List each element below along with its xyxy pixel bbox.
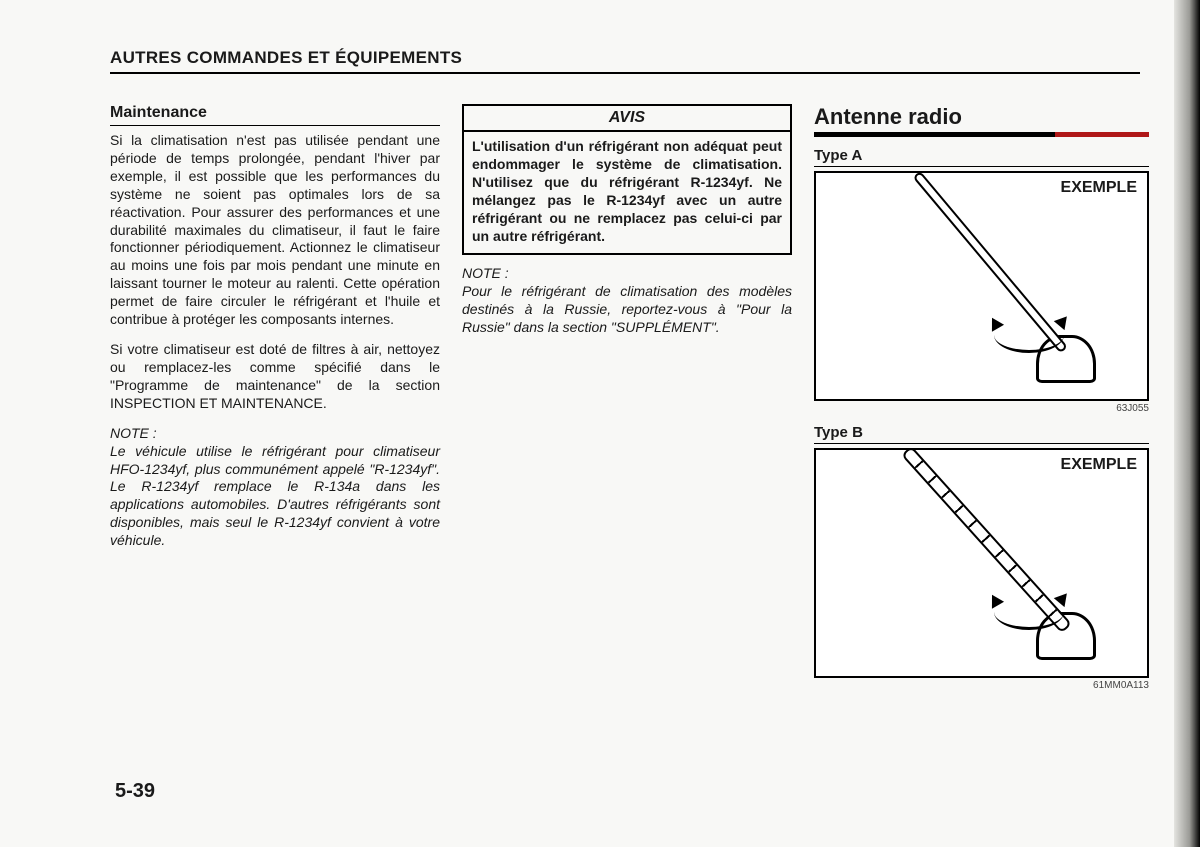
note-label: NOTE : xyxy=(110,425,440,441)
figure-type-b: EXEMPLE xyxy=(814,448,1149,678)
avis-body: L'utilisation d'un réfrigérant non adéqu… xyxy=(464,132,790,253)
antenna-section-title: Antenne radio xyxy=(814,104,1149,130)
page-header: AUTRES COMMANDES ET ÉQUIPEMENTS xyxy=(110,48,1140,74)
avis-title: AVIS xyxy=(464,106,790,132)
type-b-label: Type B xyxy=(814,424,1149,444)
accent-red xyxy=(1055,132,1149,137)
swing-arc-icon xyxy=(994,317,1064,353)
figure-tag-a: EXEMPLE xyxy=(1061,179,1137,197)
avis-box: AVIS L'utilisation d'un réfrigérant non … xyxy=(462,104,792,255)
book-binding-shadow xyxy=(1174,0,1200,847)
maintenance-para-1: Si la climatisation n'est pas utilisée p… xyxy=(110,132,440,329)
manual-page: AUTRES COMMANDES ET ÉQUIPEMENTS Maintena… xyxy=(110,48,1165,701)
accent-line xyxy=(814,132,1149,137)
note-body-russia: Pour le réfrigérant de climatisation des… xyxy=(462,283,792,337)
column-maintenance: Maintenance Si la climatisation n'est pa… xyxy=(110,104,440,701)
note-label-2: NOTE : xyxy=(462,265,792,281)
figure-type-a: EXEMPLE xyxy=(814,171,1149,401)
maintenance-para-2: Si votre climatiseur est doté de filtres… xyxy=(110,341,440,413)
figure-code-a: 63J055 xyxy=(814,403,1149,414)
maintenance-heading: Maintenance xyxy=(110,104,440,126)
figure-code-b: 61MM0A113 xyxy=(814,680,1149,691)
column-avis: AVIS L'utilisation d'un réfrigérant non … xyxy=(462,104,792,701)
swing-arc-icon xyxy=(994,594,1064,630)
content-columns: Maintenance Si la climatisation n'est pa… xyxy=(110,104,1165,701)
accent-black xyxy=(814,132,1055,137)
column-antenna: Antenne radio Type A EXEMPLE 63J055 Type… xyxy=(814,104,1149,701)
page-number: 5-39 xyxy=(115,780,155,803)
type-a-label: Type A xyxy=(814,147,1149,167)
note-body-refrigerant: Le véhicule utilise le réfrigérant pour … xyxy=(110,443,440,550)
figure-tag-b: EXEMPLE xyxy=(1061,456,1137,474)
